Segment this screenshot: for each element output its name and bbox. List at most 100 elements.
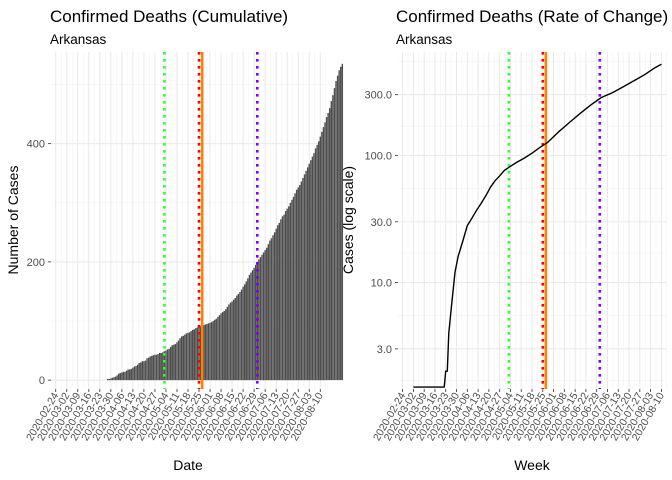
bar <box>220 313 222 381</box>
bar <box>306 167 309 381</box>
bar <box>228 304 230 381</box>
bar <box>136 364 139 381</box>
bar <box>281 216 284 381</box>
reference-lines <box>163 52 259 389</box>
y-axis-label: Number of Cases <box>5 166 21 275</box>
chart-title: Confirmed Deaths (Cumulative) <box>50 7 288 26</box>
bar <box>187 332 189 381</box>
bar <box>124 371 126 381</box>
bar <box>258 259 260 381</box>
bar <box>321 131 323 381</box>
bar <box>329 108 331 381</box>
bar <box>111 377 114 381</box>
bar <box>322 127 325 381</box>
bar <box>335 80 337 381</box>
chart-subtitle: Arkansas <box>396 32 453 47</box>
bar <box>266 247 268 381</box>
bar <box>141 361 144 381</box>
x-axis-ticks: 2020-02-242020-03-022020-03-092020-03-16… <box>371 389 667 443</box>
bar <box>221 312 224 381</box>
bar <box>302 177 304 381</box>
bar <box>114 376 117 381</box>
bar <box>190 331 192 381</box>
bar <box>143 361 145 381</box>
bar <box>275 228 277 381</box>
y-tick-label: 400 <box>27 139 45 151</box>
y-axis-ticks: 0 200 400 <box>27 139 51 387</box>
bar <box>280 219 282 381</box>
bar <box>338 70 340 381</box>
chart-subtitle: Arkansas <box>50 32 107 47</box>
series-line-path <box>413 63 662 388</box>
bar <box>176 342 178 381</box>
bar <box>327 112 329 381</box>
bar <box>294 193 296 381</box>
bar <box>127 369 129 381</box>
bar <box>242 286 244 381</box>
bar <box>135 365 137 381</box>
bar <box>212 321 214 381</box>
bar <box>113 377 115 381</box>
bar <box>144 360 147 381</box>
bar <box>185 333 188 381</box>
bar <box>154 354 156 381</box>
bar <box>317 141 320 381</box>
bar <box>325 117 328 381</box>
bar <box>160 352 162 381</box>
bar <box>162 352 164 381</box>
bar <box>169 347 172 381</box>
chart-title: Confirmed Deaths (Rate of Change) <box>396 7 668 26</box>
x-axis-ticks: 2020-02-242020-03-022020-03-092020-03-16… <box>24 389 326 443</box>
bar <box>303 174 306 381</box>
bar <box>229 302 232 381</box>
bar <box>295 189 298 381</box>
bar <box>192 329 194 381</box>
bar <box>251 270 254 381</box>
bar <box>215 318 218 381</box>
bar <box>297 187 299 381</box>
bar <box>193 329 196 381</box>
bar <box>155 354 158 381</box>
bar <box>157 354 159 381</box>
bar <box>234 297 236 381</box>
bar <box>237 293 240 381</box>
bar <box>179 338 181 381</box>
bar <box>256 261 258 381</box>
bar <box>166 349 169 381</box>
bar <box>225 309 227 381</box>
bar <box>330 101 333 381</box>
bars <box>106 63 344 381</box>
bar <box>239 292 241 381</box>
bar <box>122 371 125 381</box>
bar <box>171 345 173 381</box>
bar <box>206 323 208 381</box>
y-axis-label: Cases (log scale) <box>340 166 356 274</box>
bar <box>106 378 109 381</box>
bar <box>264 250 266 381</box>
bar <box>199 326 202 381</box>
bar <box>151 355 153 381</box>
bar <box>214 319 216 381</box>
y-tick-label: 300.0 <box>364 90 392 102</box>
bar <box>180 336 183 381</box>
bar <box>158 352 161 381</box>
bar <box>324 122 326 381</box>
bar <box>218 315 221 381</box>
rate-of-change-chart: Confirmed Deaths (Rate of Change) Arkans… <box>340 7 668 473</box>
bar <box>284 211 287 381</box>
bar <box>152 355 155 381</box>
bar <box>262 252 265 381</box>
grid-lines <box>398 52 668 389</box>
x-axis-label: Date <box>173 457 203 473</box>
bar <box>261 254 263 381</box>
bar <box>204 324 207 381</box>
bar <box>311 156 314 381</box>
bar <box>140 362 142 381</box>
bar <box>319 136 321 381</box>
bar <box>119 373 121 381</box>
bar <box>278 222 281 381</box>
bar <box>217 316 219 381</box>
bar <box>129 369 131 381</box>
bar <box>245 281 247 381</box>
